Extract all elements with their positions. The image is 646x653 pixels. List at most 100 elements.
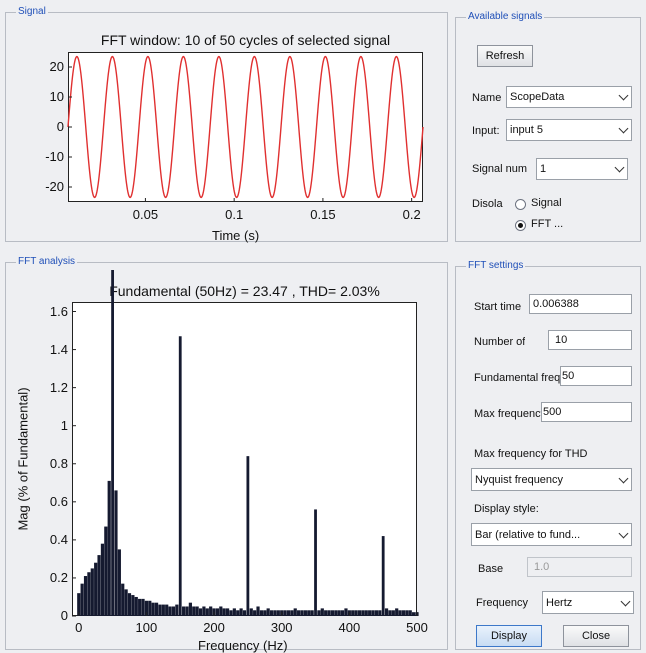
signal-y-tick-label: 20 bbox=[49, 59, 64, 74]
fft-bar bbox=[412, 612, 416, 616]
signal-number-label: Signal num bbox=[472, 163, 528, 175]
signal-x-tick-label: 0.1 bbox=[225, 207, 244, 222]
fft-bar bbox=[330, 610, 335, 616]
fft-bar bbox=[351, 610, 355, 616]
signal-y-tick-label: 10 bbox=[49, 89, 64, 104]
fft-bar bbox=[371, 610, 375, 616]
fft-bar bbox=[303, 610, 307, 616]
fft-bar bbox=[368, 610, 372, 616]
fft-bar bbox=[195, 606, 199, 616]
fft-bar bbox=[327, 610, 331, 616]
fft-x-tick-label: 400 bbox=[338, 620, 361, 635]
fft-y-tick-label: 1.4 bbox=[49, 341, 68, 357]
input-select[interactable]: input 5 bbox=[506, 119, 632, 141]
fft-bar bbox=[114, 490, 118, 616]
fft-harmonic-bar bbox=[246, 456, 250, 616]
signal-number-select[interactable]: 1 bbox=[536, 158, 628, 180]
max-frequency-input[interactable]: 500 bbox=[541, 402, 632, 422]
refresh-button[interactable]: Refresh bbox=[477, 45, 533, 67]
fft-bar bbox=[77, 593, 81, 616]
fft-bar bbox=[253, 610, 257, 616]
chevron-down-icon bbox=[614, 162, 625, 173]
fundamental-frequency-label: Fundamental freque bbox=[474, 372, 560, 384]
fft-y-tick-label: 0.2 bbox=[49, 569, 68, 585]
fft-bar bbox=[391, 610, 395, 616]
fft-bar bbox=[395, 608, 399, 616]
fft-bar bbox=[225, 608, 230, 616]
close-button[interactable]: Close bbox=[563, 625, 629, 647]
fft-bar bbox=[83, 576, 88, 616]
fft-settings-title: FFT settings bbox=[466, 260, 526, 272]
fft-bar bbox=[165, 604, 169, 616]
signal-radio-button[interactable] bbox=[515, 199, 526, 210]
frequency-units-select[interactable]: Hertz bbox=[542, 591, 634, 614]
display-style-select[interactable]: Bar (relative to fund... bbox=[471, 523, 632, 546]
fft-bar bbox=[158, 604, 162, 616]
fft-bar bbox=[340, 610, 345, 616]
fft-bar bbox=[104, 526, 108, 616]
fft-analysis-title: FFT analysis bbox=[16, 256, 78, 268]
fft-bar bbox=[236, 610, 240, 616]
fft-bar bbox=[94, 562, 98, 616]
fft-bar bbox=[401, 610, 406, 616]
name-select-value: ScopeData bbox=[510, 91, 565, 103]
fft-bar bbox=[290, 610, 294, 616]
number-of-cycles-input[interactable]: 10 bbox=[548, 330, 632, 350]
fft-bar bbox=[324, 610, 328, 616]
fft-bar bbox=[297, 610, 301, 616]
signal-x-tick-label: 0.15 bbox=[310, 207, 336, 222]
fft-bar bbox=[127, 593, 132, 616]
fft-bar bbox=[182, 606, 186, 616]
fft-axes[interactable] bbox=[72, 302, 417, 616]
signal-x-tick-label: 0.2 bbox=[402, 207, 421, 222]
fft-bar bbox=[239, 608, 243, 616]
fft-bar bbox=[317, 610, 321, 616]
fft-y-tick-label: 0.6 bbox=[49, 493, 68, 509]
name-select[interactable]: ScopeData bbox=[506, 86, 632, 108]
fft-x-tick-label: 300 bbox=[270, 620, 293, 635]
fft-x-axis-label: Frequency (Hz) bbox=[198, 638, 288, 653]
fundamental-frequency-input[interactable]: 50 bbox=[560, 366, 632, 386]
start-time-label: Start time bbox=[474, 301, 522, 313]
signal-radio-label: Signal bbox=[531, 197, 562, 209]
fft-bar bbox=[198, 608, 203, 616]
fft-bar bbox=[310, 610, 314, 616]
fft-bar bbox=[171, 606, 176, 616]
display-button[interactable]: Display bbox=[476, 625, 542, 647]
fft-bar bbox=[232, 608, 236, 616]
fft-bar bbox=[134, 596, 138, 616]
fft-radio-button[interactable] bbox=[515, 220, 526, 231]
max-frequency-thd-value: Nyquist frequency bbox=[475, 473, 564, 486]
fft-bar bbox=[80, 583, 84, 616]
start-time-input[interactable]: 0.006388 bbox=[529, 294, 632, 314]
fft-bar bbox=[398, 610, 402, 616]
fft-bar bbox=[256, 606, 260, 616]
fft-harmonic-bar bbox=[381, 536, 385, 616]
signal-plot bbox=[67, 55, 424, 202]
fft-bar bbox=[151, 602, 155, 616]
frequency-units-value: Hertz bbox=[546, 596, 573, 609]
max-frequency-thd-select[interactable]: Nyquist frequency bbox=[471, 468, 632, 491]
fft-y-tick-label: 1.2 bbox=[49, 379, 68, 395]
fft-bar bbox=[269, 610, 274, 616]
fft-plot-title: Fundamental (50Hz) = 23.47 , THD= 2.03% bbox=[109, 283, 380, 299]
fft-bar bbox=[405, 610, 409, 616]
base-label: Base bbox=[478, 563, 504, 575]
fft-bar bbox=[259, 610, 264, 616]
fft-bar bbox=[154, 602, 159, 616]
fft-bar bbox=[242, 610, 247, 616]
fft-bar bbox=[276, 610, 280, 616]
fft-bar bbox=[138, 598, 142, 616]
fft-bar bbox=[87, 572, 91, 616]
fft-bar bbox=[354, 610, 358, 616]
fft-bar bbox=[293, 608, 297, 616]
fft-bar bbox=[117, 549, 121, 616]
base-input[interactable]: 1.0 bbox=[527, 557, 632, 577]
fft-bar bbox=[185, 606, 189, 616]
available-signals-panel: Available signals bbox=[455, 11, 641, 242]
fft-bar bbox=[168, 606, 172, 616]
available-signals-title: Available signals bbox=[466, 11, 545, 23]
max-frequency-thd-label: Max frequency for THD bbox=[474, 448, 588, 460]
fft-bar bbox=[205, 608, 209, 616]
number-of-cycles-label: Number of bbox=[474, 336, 526, 348]
